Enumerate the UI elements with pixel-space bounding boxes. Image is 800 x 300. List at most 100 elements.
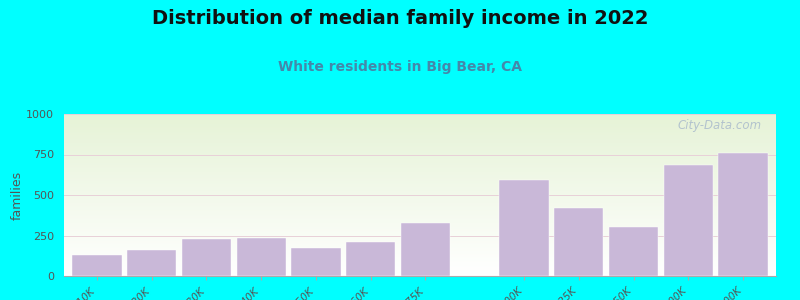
- Bar: [64, 273, 776, 274]
- Bar: [64, 236, 776, 237]
- Bar: [64, 233, 776, 234]
- Bar: [64, 152, 776, 153]
- Bar: [64, 217, 776, 218]
- Y-axis label: families: families: [10, 170, 23, 220]
- Bar: [64, 203, 776, 204]
- Bar: [64, 242, 776, 243]
- Bar: [64, 119, 776, 120]
- Bar: [64, 173, 776, 174]
- Bar: [64, 143, 776, 144]
- Bar: [64, 114, 776, 115]
- Bar: [64, 254, 776, 255]
- Bar: [64, 208, 776, 209]
- Bar: [64, 174, 776, 175]
- Bar: [64, 218, 776, 219]
- Bar: [64, 115, 776, 116]
- Bar: [64, 117, 776, 118]
- Bar: [64, 171, 776, 172]
- Bar: [64, 189, 776, 190]
- Bar: [64, 192, 776, 193]
- Bar: [64, 191, 776, 192]
- Bar: [64, 255, 776, 256]
- Bar: [64, 150, 776, 151]
- Bar: [64, 124, 776, 125]
- Bar: [64, 240, 776, 241]
- Bar: [64, 230, 776, 231]
- Bar: [64, 205, 776, 206]
- Bar: [64, 185, 776, 186]
- Bar: [64, 198, 776, 199]
- Bar: [64, 264, 776, 265]
- Bar: [64, 237, 776, 238]
- Bar: [64, 167, 776, 168]
- Bar: [554, 208, 603, 276]
- Bar: [182, 239, 231, 276]
- Bar: [64, 122, 776, 123]
- Bar: [64, 137, 776, 138]
- Bar: [64, 235, 776, 236]
- Bar: [64, 178, 776, 179]
- Bar: [64, 227, 776, 228]
- Bar: [64, 177, 776, 178]
- Bar: [64, 220, 776, 221]
- Bar: [64, 129, 776, 130]
- Bar: [64, 133, 776, 134]
- Bar: [64, 202, 776, 203]
- Bar: [64, 200, 776, 201]
- Bar: [64, 258, 776, 259]
- Bar: [64, 259, 776, 260]
- Bar: [127, 250, 176, 276]
- Bar: [64, 170, 776, 171]
- Bar: [64, 155, 776, 156]
- Bar: [64, 125, 776, 126]
- Bar: [64, 148, 776, 149]
- Bar: [64, 210, 776, 211]
- Bar: [64, 131, 776, 132]
- Bar: [64, 179, 776, 180]
- Bar: [64, 142, 776, 143]
- Bar: [64, 272, 776, 273]
- Bar: [64, 263, 776, 264]
- Bar: [64, 116, 776, 117]
- Bar: [64, 183, 776, 184]
- Bar: [64, 182, 776, 183]
- Bar: [64, 249, 776, 250]
- Bar: [64, 147, 776, 148]
- Bar: [64, 234, 776, 235]
- Bar: [291, 248, 341, 276]
- Bar: [64, 195, 776, 196]
- Bar: [64, 140, 776, 141]
- Bar: [64, 266, 776, 267]
- Bar: [64, 120, 776, 121]
- Bar: [64, 214, 776, 215]
- Bar: [64, 224, 776, 225]
- Bar: [64, 196, 776, 197]
- Bar: [64, 135, 776, 136]
- Bar: [64, 213, 776, 214]
- Bar: [64, 238, 776, 239]
- Bar: [64, 164, 776, 165]
- Bar: [64, 118, 776, 119]
- Bar: [64, 151, 776, 152]
- Bar: [64, 239, 776, 240]
- Bar: [64, 187, 776, 188]
- Bar: [64, 160, 776, 161]
- Bar: [64, 204, 776, 205]
- Bar: [64, 211, 776, 212]
- Bar: [64, 221, 776, 222]
- Bar: [64, 156, 776, 157]
- Bar: [64, 269, 776, 270]
- Bar: [64, 229, 776, 230]
- Bar: [64, 256, 776, 257]
- Bar: [64, 201, 776, 202]
- Bar: [64, 138, 776, 139]
- Bar: [64, 215, 776, 216]
- Bar: [64, 248, 776, 249]
- Bar: [64, 223, 776, 224]
- Bar: [64, 228, 776, 229]
- Bar: [64, 274, 776, 275]
- Bar: [64, 172, 776, 173]
- Bar: [64, 231, 776, 232]
- Bar: [64, 180, 776, 181]
- Bar: [64, 206, 776, 207]
